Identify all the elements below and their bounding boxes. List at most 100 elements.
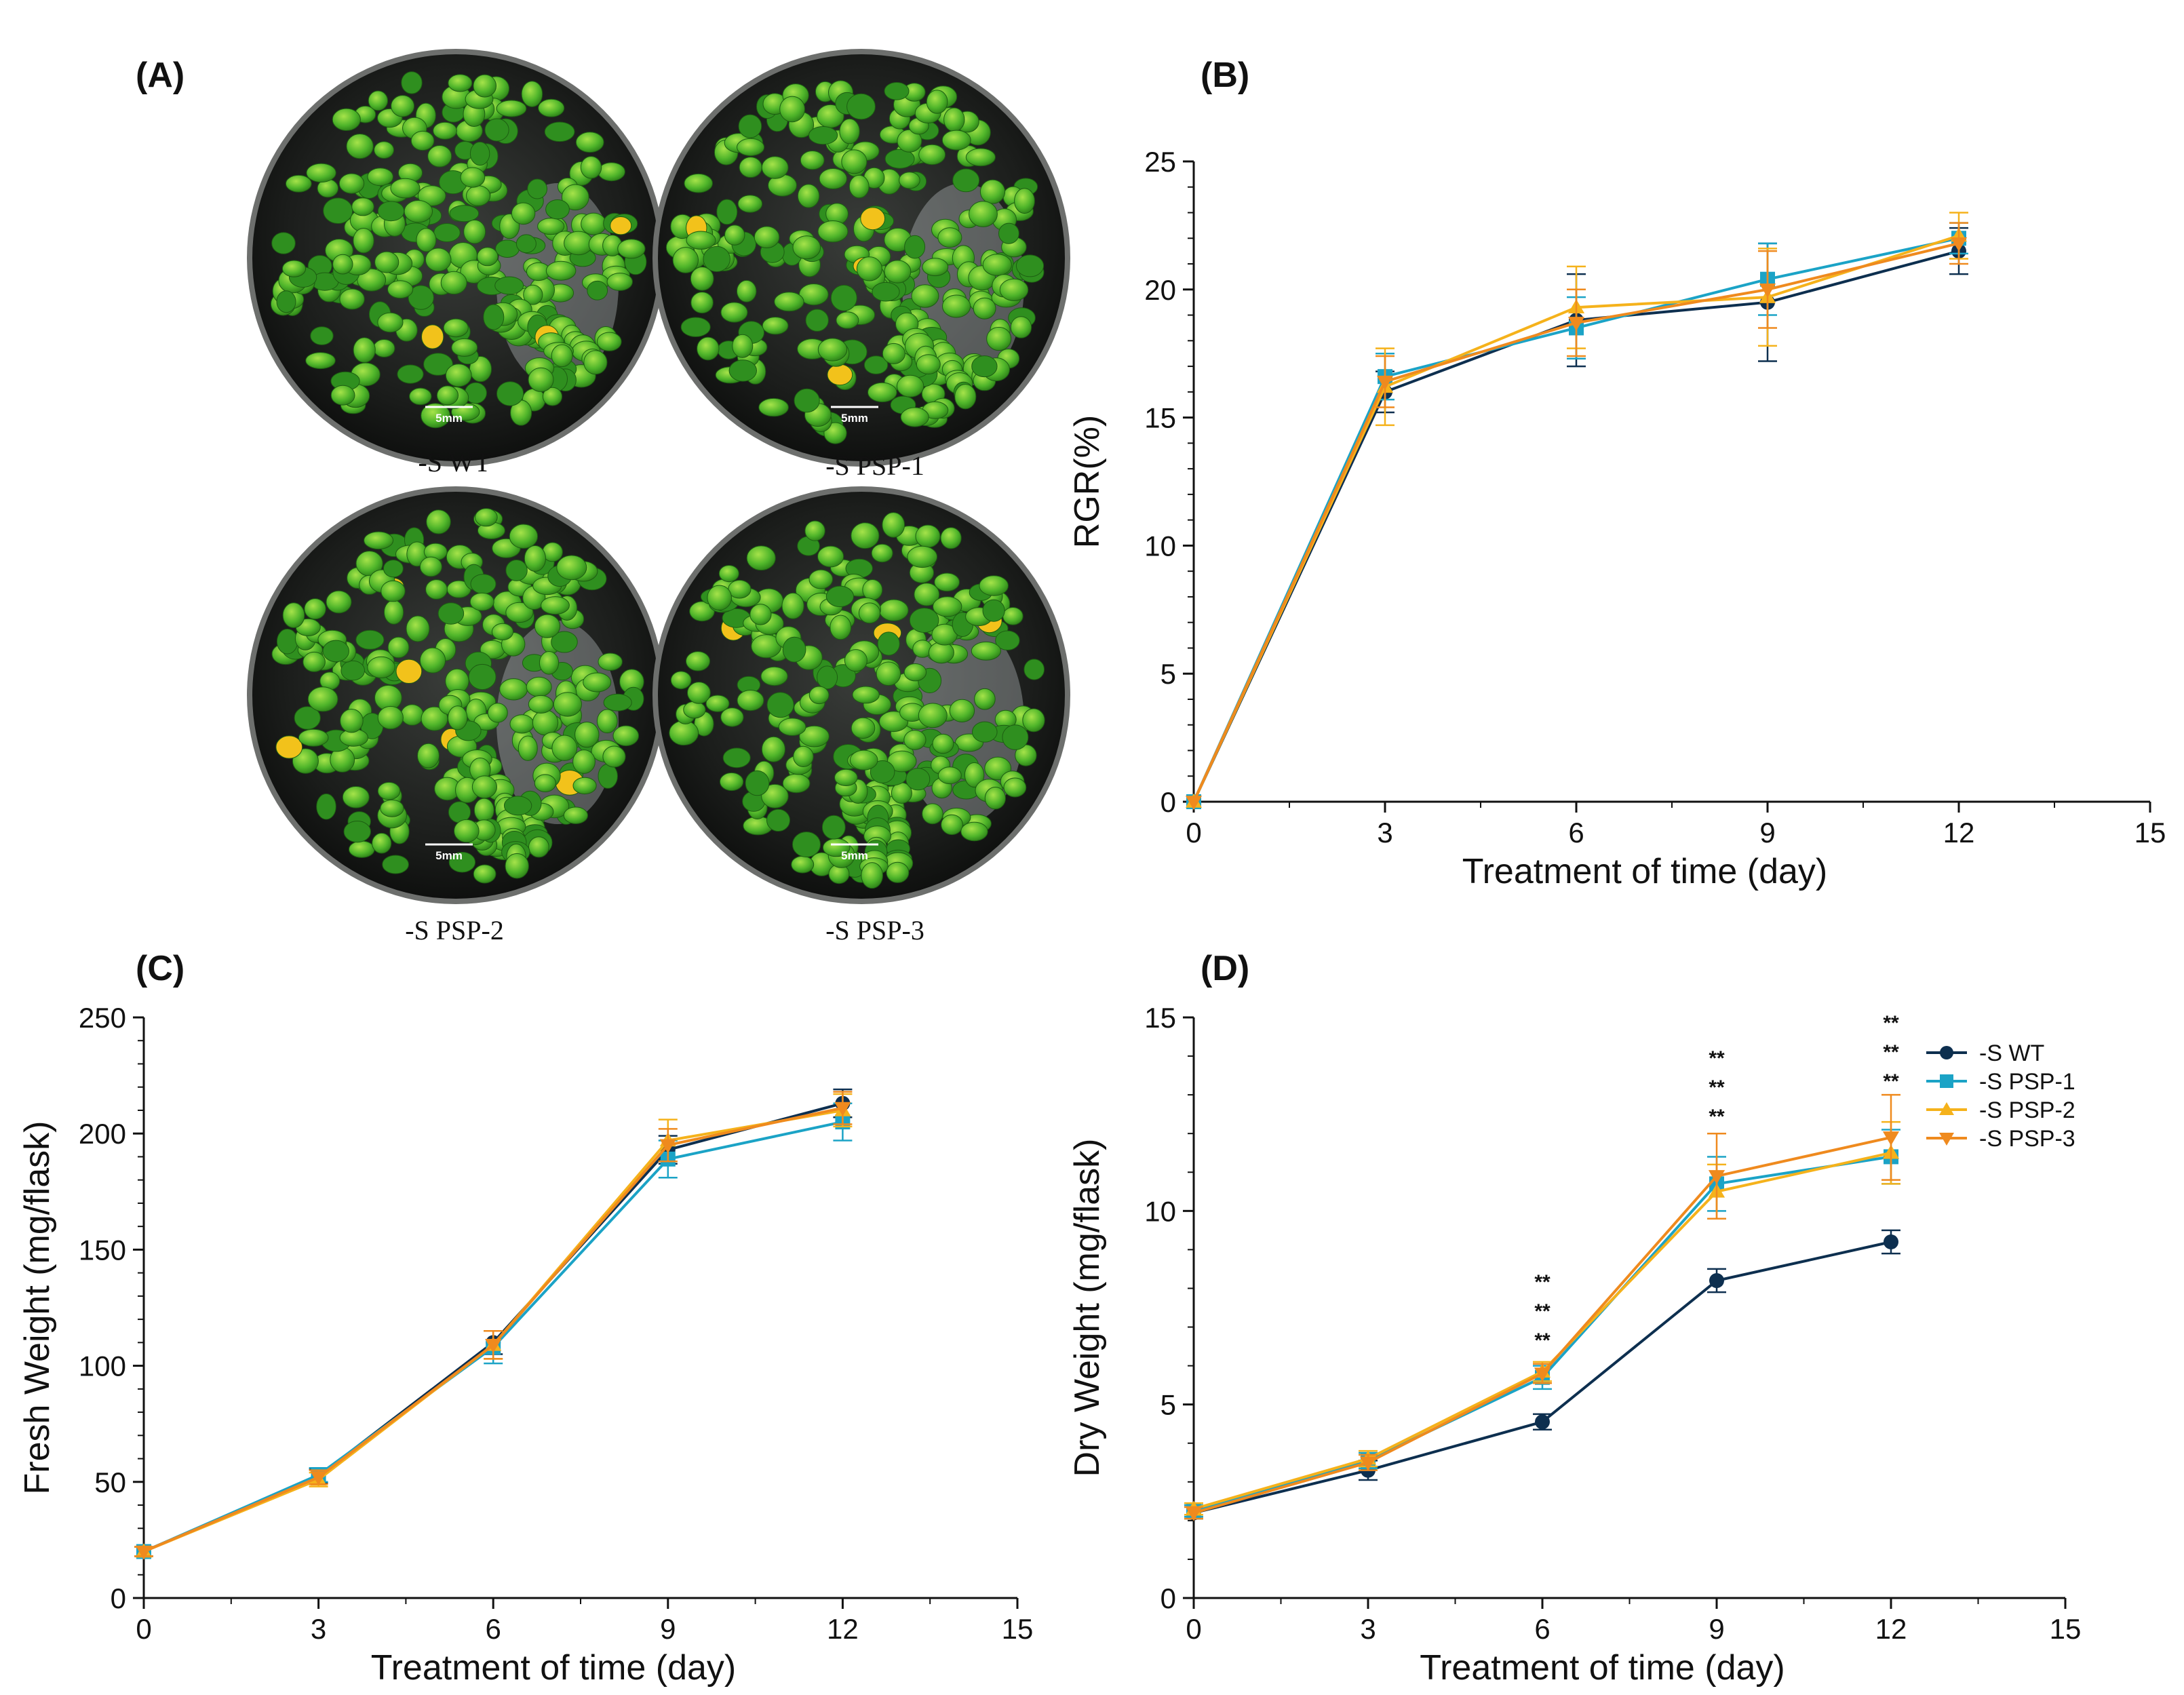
duckweed-frond [817,665,838,690]
duckweed-frond [867,382,897,403]
duckweed-frond [484,118,509,142]
duckweed-frond [830,284,857,311]
x-tick-label: 0 [1186,1613,1201,1645]
duckweed-frond [316,793,336,820]
x-tick-label: 15 [2134,817,2166,849]
duckweed-frond [797,184,820,208]
y-axis-title: Dry Weight (mg/flask) [1068,1139,1107,1477]
duckweed-frond [572,777,597,795]
data-point [1884,1234,1898,1249]
duckweed-frond [817,545,844,568]
x-axis-title: Treatment of time (day) [1420,1648,1785,1688]
duckweed-frond [844,649,867,672]
duckweed-frond [494,276,524,295]
duckweed-frond [310,326,334,345]
duckweed-frond [425,579,448,600]
duckweed-frond [690,267,714,291]
duckweed-frond [448,705,468,730]
duckweed-frond [960,821,988,842]
duckweed-frond [551,631,578,653]
duckweed-frond [903,730,927,750]
duckweed-frond [686,231,716,250]
duckweed-frond [404,200,433,223]
duckweed-frond [761,783,789,808]
duckweed-frond [598,764,618,789]
duckweed-frond [804,520,825,541]
x-tick-label: 6 [1568,817,1584,849]
duckweed-frond [821,815,846,840]
duckweed-frond [340,709,364,733]
x-tick-label: 3 [1360,1613,1376,1645]
duckweed-frond [408,285,434,310]
duckweed-frond [275,735,303,759]
duckweed-frond [509,714,534,734]
scale-bar-label: 5mm [435,849,463,862]
duckweed-frond [918,703,948,728]
duckweed-frond [466,185,491,206]
duckweed-frond [460,167,486,188]
duckweed-frond [400,704,424,726]
duckweed-frond [505,560,528,581]
duckweed-frond [922,258,949,277]
significance-marker: ** [1883,1041,1899,1064]
data-point [310,1471,327,1486]
duckweed-frond [720,302,748,323]
duckweed-frond [800,151,825,170]
duckweed-frond [349,840,375,858]
duckweed-frond [436,385,459,406]
duckweed-frond [303,651,326,672]
duckweed-frond [419,556,442,577]
duckweed-frond [387,636,410,659]
duckweed-frond [862,579,883,601]
duckweed-frond [940,527,962,549]
duckweed-frond [528,695,554,714]
duckweed-frond [782,636,806,663]
series-line [1193,1135,1892,1515]
duckweed-frond [603,693,632,712]
duckweed-frond [473,798,494,823]
duckweed-frond [669,720,699,746]
duckweed-frond [836,311,859,329]
duckweed-frond [697,336,720,361]
duckweed-frond [941,130,971,151]
duckweed-frond [680,317,711,337]
duckweed-frond [340,660,366,681]
duckweed-frond [524,545,547,572]
legend-label: -S PSP-3 [1979,1126,2075,1152]
duckweed-frond [596,709,618,734]
duckweed-frond [475,508,498,527]
duckweed-frond [918,144,946,165]
scale-bar-label: 5mm [841,849,868,862]
duckweed-frond [374,251,399,273]
duckweed-frond [943,107,965,132]
duckweed-frond [364,531,394,550]
series-s-wt [1186,227,1968,809]
duckweed-frond [754,226,780,249]
duckweed-frond [330,385,355,406]
duckweed-frond [505,853,529,879]
duckweed-frond [587,280,608,300]
duckweed-frond [368,90,389,111]
legend-entry: -S PSP-1 [1926,1069,2075,1095]
duckweed-frond [954,384,977,410]
duckweed-frond [511,202,536,225]
duckweed-frond [851,522,880,549]
duckweed-frond [583,672,612,693]
data-point [1709,1273,1724,1289]
duckweed-frond [871,543,893,563]
duckweed-frond [499,678,528,701]
duckweed-frond [383,600,404,625]
duckweed-frond [332,254,353,275]
duckweed-frond [937,766,962,785]
duckweed-frond [886,861,910,883]
duckweed-frond [326,590,352,614]
duckweed-frond [545,260,577,281]
duckweed-frond [973,297,996,319]
duckweed-frond [537,218,565,235]
duckweed-frond [719,772,744,792]
duckweed-frond [523,284,543,305]
duckweed-frond [942,294,971,318]
duckweed-frond [779,96,805,123]
series-line [143,1106,843,1553]
